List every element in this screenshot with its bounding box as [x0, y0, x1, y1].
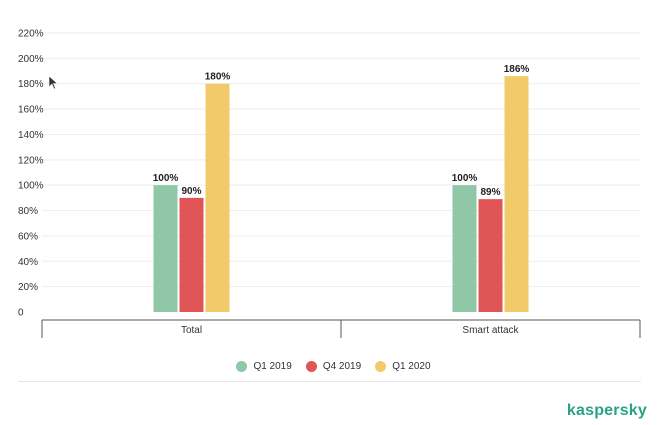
- bars: 100%90%180%100%89%186%: [153, 64, 530, 313]
- data-label: 100%: [452, 173, 478, 184]
- legend-item: Q4 2019: [305, 360, 362, 372]
- x-category-label: Smart attack: [462, 325, 519, 336]
- y-tick-label: 180%: [18, 79, 44, 90]
- bar: [179, 197, 204, 312]
- y-tick-label: 220%: [18, 29, 44, 40]
- legend-swatch: [305, 360, 317, 372]
- y-tick-label: 100%: [18, 181, 44, 192]
- y-tick-label: 140%: [18, 130, 44, 141]
- bar: [153, 185, 178, 312]
- legend-swatch: [375, 360, 387, 372]
- y-tick-label: 120%: [18, 155, 44, 166]
- chart-legend: Q1 2019 Q4 2019 Q1 2020: [0, 357, 667, 375]
- bar-chart: 0 20% 40% 60% 80% 100% 120% 140% 160% 180% 200% 220…: [18, 29, 641, 338]
- legend-swatch: [236, 360, 248, 372]
- bar: [205, 83, 230, 313]
- legend-label: Q4 2019: [322, 360, 362, 372]
- y-tick-label: 80%: [18, 206, 38, 217]
- data-label: 100%: [153, 173, 179, 184]
- gridlines: [42, 32, 640, 288]
- y-tick-label: 40%: [18, 257, 38, 268]
- data-label: 180%: [205, 72, 231, 83]
- data-label: 90%: [181, 186, 201, 197]
- kaspersky-logo: kaspersky: [566, 402, 647, 419]
- bar: [452, 185, 477, 312]
- y-tick-label: 200%: [18, 54, 44, 65]
- y-tick-label: 20%: [18, 282, 38, 293]
- x-category-label: Total: [181, 325, 202, 336]
- bar: [478, 199, 503, 312]
- legend-item: Q1 2020: [375, 360, 431, 372]
- y-tick-label: 0: [18, 308, 24, 319]
- divider: [18, 381, 641, 382]
- y-tick-label: 60%: [18, 231, 38, 242]
- legend-label: Q1 2020: [392, 360, 431, 372]
- legend-item: Q1 2019: [236, 360, 292, 372]
- x-axis: Total Smart attack: [41, 319, 641, 338]
- legend-label: Q1 2019: [253, 360, 292, 372]
- data-label: 186%: [504, 64, 530, 75]
- data-label: 89%: [480, 187, 500, 198]
- y-axis-ticks: 0 20% 40% 60% 80% 100% 120% 140% 160% 180% 200% 220…: [18, 29, 44, 319]
- mouse-cursor-icon: [48, 75, 59, 95]
- bar: [504, 76, 529, 312]
- y-tick-label: 160%: [18, 105, 44, 116]
